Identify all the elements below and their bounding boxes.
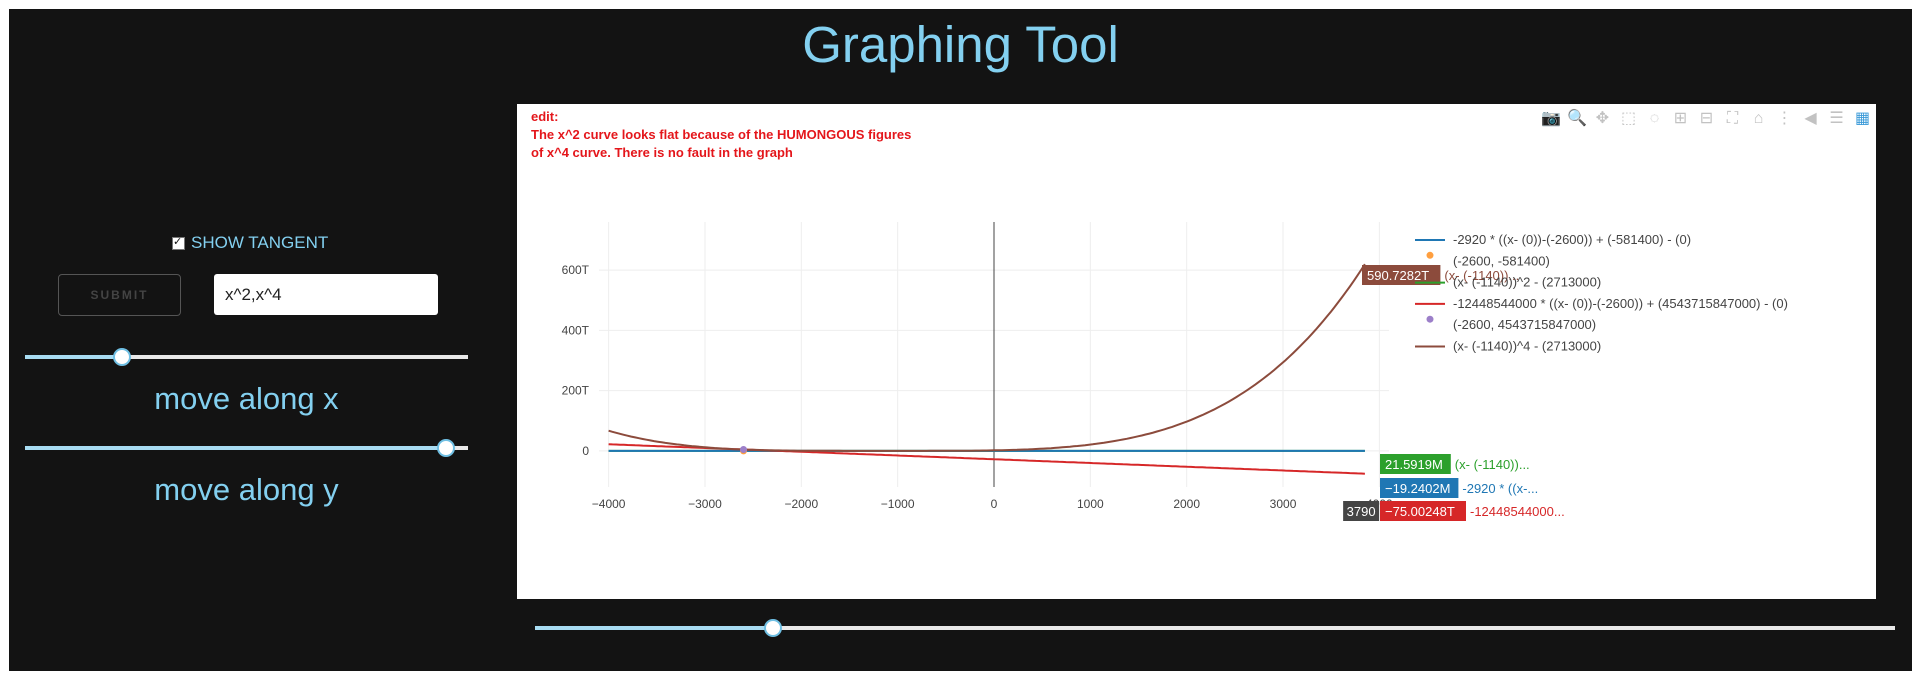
hover-label-box bbox=[1380, 478, 1459, 498]
tangent-point-marker bbox=[740, 445, 748, 453]
hover-label-text: (x- (-1140))... bbox=[1444, 268, 1519, 283]
app-background: Graphing Tool SHOW TANGENT SUBMIT x^2,x^… bbox=[9, 9, 1912, 671]
hover-label-value: −75.00248T bbox=[1385, 504, 1455, 519]
zoom-icon[interactable]: 🔍 bbox=[1567, 110, 1587, 127]
x-tick-label: −1000 bbox=[881, 497, 915, 511]
lasso-icon[interactable]: ◌ bbox=[1649, 110, 1660, 127]
hover-closest-icon[interactable]: ◀ bbox=[1804, 110, 1817, 127]
x-tick-label: −4000 bbox=[592, 497, 626, 511]
legend-item-label: (x- (-1140))^4 - (2713000) bbox=[1453, 339, 1601, 354]
edit-note-line-2: The x^2 curve looks flat because of the … bbox=[531, 127, 912, 142]
page-title: Graphing Tool bbox=[802, 16, 1119, 73]
x-tick-label: −2000 bbox=[784, 497, 818, 511]
hover-label-box bbox=[1362, 265, 1441, 285]
hover-label-value: −19.2402M bbox=[1385, 481, 1450, 496]
legend-item-label: -12448544000 * ((x- (0))-(-2600)) + (454… bbox=[1453, 296, 1788, 311]
plot-area[interactable]: edit: The x^2 curve looks flat because o… bbox=[517, 104, 1876, 599]
edit-note-line-1: edit: bbox=[531, 109, 559, 124]
zoom-out-icon[interactable]: ⊟ bbox=[1699, 110, 1714, 127]
edit-note-line-3: of x^4 curve. There is no fault in the g… bbox=[531, 145, 793, 160]
chart-svg: −4000 −3000 −2000 −1000 0 1000 2000 3000 4000020… bbox=[562, 222, 1788, 521]
move-x-slider[interactable] bbox=[25, 348, 468, 366]
move-x-slider-handle[interactable] bbox=[113, 348, 132, 366]
move-x-slider-fill bbox=[25, 355, 123, 359]
plotly-logo-icon[interactable]: ▦ bbox=[1854, 110, 1871, 127]
show-tangent-toggle[interactable]: SHOW TANGENT bbox=[172, 233, 328, 253]
x-tick-label: 1000 bbox=[1077, 497, 1104, 511]
camera-icon[interactable]: 📷 bbox=[1541, 110, 1561, 127]
box-select-icon[interactable]: ⬚ bbox=[1620, 110, 1637, 127]
y-tick-label: 600T bbox=[562, 263, 590, 277]
y-tick-label: 200T bbox=[562, 384, 590, 398]
edit-note: edit: The x^2 curve looks flat because o… bbox=[531, 108, 911, 162]
x-tick-label: 0 bbox=[991, 497, 998, 511]
move-y-slider-fill bbox=[25, 446, 446, 450]
autoscale-icon[interactable]: ⛶ bbox=[1726, 110, 1739, 127]
move-y-slider[interactable] bbox=[25, 439, 468, 457]
hover-x-label: 3790 bbox=[1347, 504, 1376, 519]
hover-label-box bbox=[1380, 454, 1451, 474]
y-tick-label: 400T bbox=[562, 323, 590, 337]
x-fourth-series bbox=[608, 263, 1366, 452]
x-tick-label: −3000 bbox=[688, 497, 722, 511]
x-tick-label: 3000 bbox=[1270, 497, 1297, 511]
reset-axes-icon[interactable]: ⌂ bbox=[1753, 110, 1764, 127]
hover-x-label-box bbox=[1343, 501, 1380, 521]
x-tick-label: 2000 bbox=[1173, 497, 1200, 511]
y-tick-label: 0 bbox=[582, 444, 589, 458]
spike-lines-icon[interactable]: ⋮ bbox=[1776, 110, 1793, 127]
submit-button[interactable]: SUBMIT bbox=[58, 274, 181, 316]
move-x-label: move along x bbox=[154, 381, 339, 416]
hover-compare-icon[interactable]: ☰ bbox=[1829, 110, 1844, 127]
zoom-in-icon[interactable]: ⊞ bbox=[1673, 110, 1688, 127]
legend-dot-swatch bbox=[1426, 315, 1434, 323]
plot-modebar: 📷 🔍 ✥ ⬚ ◌ ⊞ ⊟ ⛶ ⌂ ⋮ ◀ ☰ ▦ bbox=[1534, 109, 1872, 128]
function-input[interactable]: x^2,x^4 bbox=[214, 274, 438, 315]
bottom-slider[interactable] bbox=[535, 619, 1895, 637]
show-tangent-checkbox[interactable] bbox=[172, 235, 185, 250]
pan-icon[interactable]: ✥ bbox=[1595, 110, 1610, 127]
hover-label-value: 21.5919M bbox=[1385, 457, 1443, 472]
legend-item-label: -2920 * ((x- (0))-(-2600)) + (-581400) -… bbox=[1453, 232, 1691, 247]
hover-label-text: (x- (-1140))... bbox=[1455, 457, 1530, 472]
move-y-slider-handle[interactable] bbox=[436, 439, 455, 457]
bottom-slider-fill bbox=[535, 626, 773, 630]
hover-label-value: 590.7282T bbox=[1367, 268, 1429, 283]
hover-label-text: -12448544000... bbox=[1470, 504, 1565, 519]
show-tangent-label: SHOW TANGENT bbox=[191, 233, 329, 252]
legend-dot-swatch bbox=[1426, 251, 1434, 259]
hover-label-text: -2920 * ((x-... bbox=[1462, 481, 1538, 496]
legend-item-label: (-2600, -581400) bbox=[1453, 253, 1550, 268]
hover-label-box bbox=[1380, 501, 1466, 521]
move-y-label: move along y bbox=[154, 472, 339, 507]
legend-item-label: (x- (-1140))^2 - (2713000) bbox=[1453, 275, 1601, 290]
legend-item-label: (-2600, 4543715847000) bbox=[1453, 317, 1596, 332]
bottom-slider-handle[interactable] bbox=[764, 619, 782, 637]
